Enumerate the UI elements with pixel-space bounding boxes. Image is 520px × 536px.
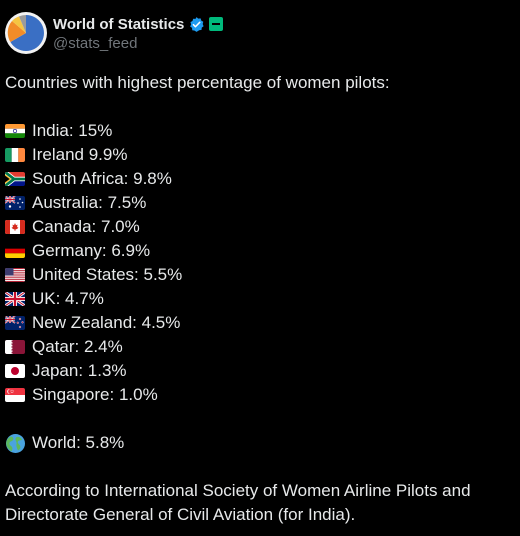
list-item: South Africa: 9.8% (5, 167, 515, 191)
post-intro: Countries with highest percentage of wom… (5, 73, 390, 92)
country-label: Canada: 7.0% (32, 217, 140, 236)
country-label: India: 15% (32, 121, 113, 140)
country-label: New Zealand: 4.5% (32, 313, 181, 332)
singapore-flag-icon (5, 388, 25, 402)
australia-flag-icon (5, 196, 25, 210)
affiliation-badge-icon[interactable] (209, 17, 224, 31)
avatar[interactable] (5, 12, 47, 54)
country-label: South Africa: 9.8% (32, 169, 172, 188)
japan-flag-icon (5, 364, 25, 378)
list-item: Canada: 7.0% (5, 215, 515, 239)
qatar-flag-icon (5, 340, 25, 354)
united-states-flag-icon (5, 268, 25, 282)
source-text: According to International Society of Wo… (5, 479, 515, 527)
country-label: Germany: 6.9% (32, 241, 151, 260)
display-name[interactable]: World of Statistics (53, 15, 185, 33)
country-label: Qatar: 2.4% (32, 337, 123, 356)
source-line-1: According to International Society of Wo… (5, 481, 471, 500)
list-item: United States: 5.5% (5, 263, 515, 287)
list-item: World: 5.8% (5, 431, 515, 455)
source-line-2: Directorate General of Civil Aviation (f… (5, 505, 356, 524)
post-header: World of Statistics @stats_feed (5, 12, 515, 56)
germany-flag-icon (5, 244, 25, 258)
globe-icon (6, 433, 25, 453)
list-item: Qatar: 2.4% (5, 335, 515, 359)
south-africa-flag-icon (5, 172, 25, 186)
new-zealand-flag-icon (5, 316, 25, 330)
pie-chart-avatar-icon (5, 12, 47, 54)
country-label: Singapore: 1.0% (32, 385, 158, 404)
verified-badge-icon[interactable] (188, 16, 205, 33)
world-label: World: 5.8% (32, 433, 125, 452)
list-item: India: 15% (5, 119, 515, 143)
post-body: Countries with highest percentage of wom… (5, 71, 515, 527)
list-item: UK: 4.7% (5, 287, 515, 311)
canada-flag-icon (5, 220, 25, 234)
country-label: UK: 4.7% (32, 289, 104, 308)
country-label: Japan: 1.3% (32, 361, 127, 380)
list-item: Australia: 7.5% (5, 191, 515, 215)
list-item: Japan: 1.3% (5, 359, 515, 383)
ireland-flag-icon (5, 148, 25, 162)
list-item: Ireland 9.9% (5, 143, 515, 167)
country-label: Ireland 9.9% (32, 145, 128, 164)
user-handle[interactable]: @stats_feed (53, 35, 138, 52)
country-label: United States: 5.5% (32, 265, 183, 284)
list-item: New Zealand: 4.5% (5, 311, 515, 335)
list-item: Germany: 6.9% (5, 239, 515, 263)
uk-flag-icon (5, 292, 25, 306)
india-flag-icon (5, 124, 25, 138)
country-label: Australia: 7.5% (32, 193, 147, 212)
list-item: Singapore: 1.0% (5, 383, 515, 407)
